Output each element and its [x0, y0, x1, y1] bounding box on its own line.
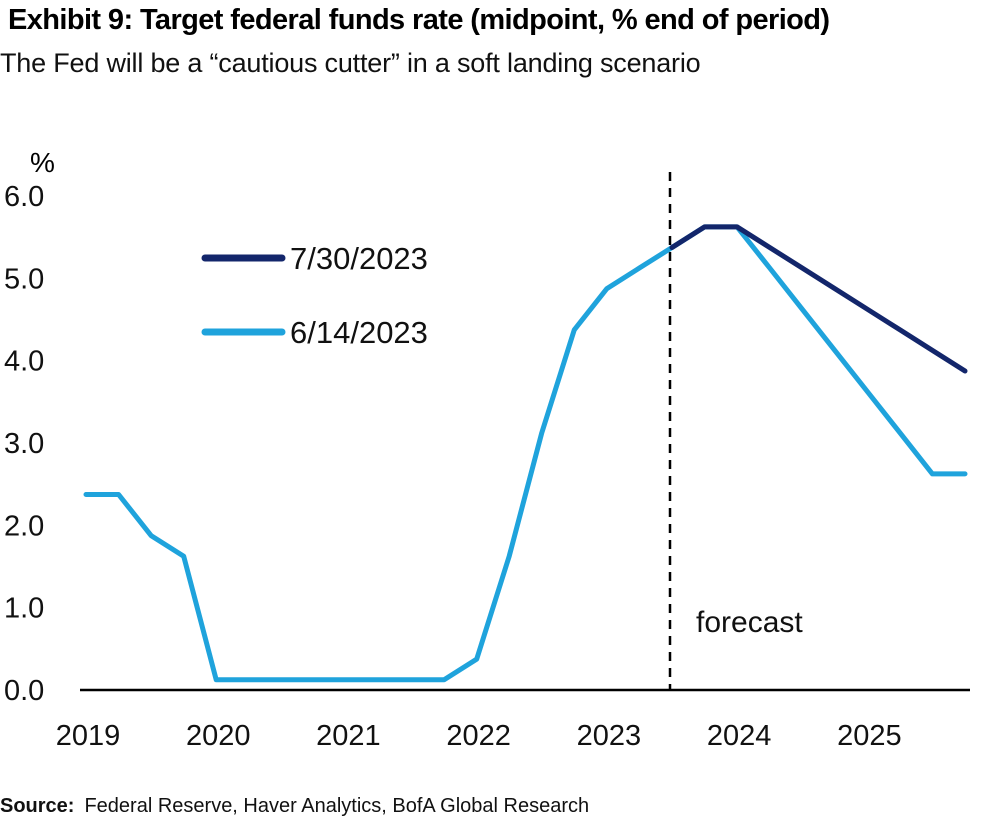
exhibit-subtitle: The Fed will be a “cautious cutter” in a… [0, 48, 701, 78]
y-tick-label: 3.0 [4, 428, 44, 460]
source-note: Source: Federal Reserve, Haver Analytics,… [0, 795, 589, 818]
y-tick-label: 1.0 [4, 593, 44, 625]
x-tick-label: 2024 [707, 720, 772, 752]
line-chart: 0.01.02.03.04.05.06.0 2019 2020 2021 2022 20… [4, 147, 970, 752]
source-text: Federal Reserve, Haver Analytics, BofA G… [84, 795, 590, 817]
x-tick-label: 2022 [446, 720, 511, 752]
exhibit-title: Exhibit 9: Target federal funds rate (mi… [8, 4, 830, 36]
x-tick-label: 2020 [186, 720, 251, 752]
x-tick-label: 2019 [56, 720, 121, 752]
source-label: Source: [0, 795, 75, 817]
y-axis-unit-label: % [30, 147, 55, 178]
legend-label: 6/14/2023 [290, 315, 428, 350]
x-tick-label: 2021 [316, 720, 381, 752]
series-line-jul-30-2023 [669, 224, 968, 374]
forecast-annotation: forecast [696, 606, 803, 639]
y-tick-label: 2.0 [4, 510, 44, 542]
x-tick-label: 2023 [577, 720, 642, 752]
legend-label: 7/30/2023 [290, 241, 428, 276]
y-tick-label: 5.0 [4, 263, 44, 295]
series-layer [83, 224, 968, 683]
x-axis-ticks: 2019 2020 2021 2022 2023 2024 2025 [56, 720, 902, 752]
y-tick-label: 4.0 [4, 346, 44, 378]
y-tick-label: 0.0 [4, 675, 44, 707]
y-tick-label: 6.0 [4, 181, 44, 213]
legend: 7/30/2023 6/14/2023 [201, 241, 428, 350]
series-line-jun-14-2023 [83, 224, 968, 683]
y-axis-ticks: 0.0 1.0 2.0 3.0 4.0 5.0 6.0 [4, 181, 44, 707]
x-tick-label: 2025 [837, 720, 902, 752]
